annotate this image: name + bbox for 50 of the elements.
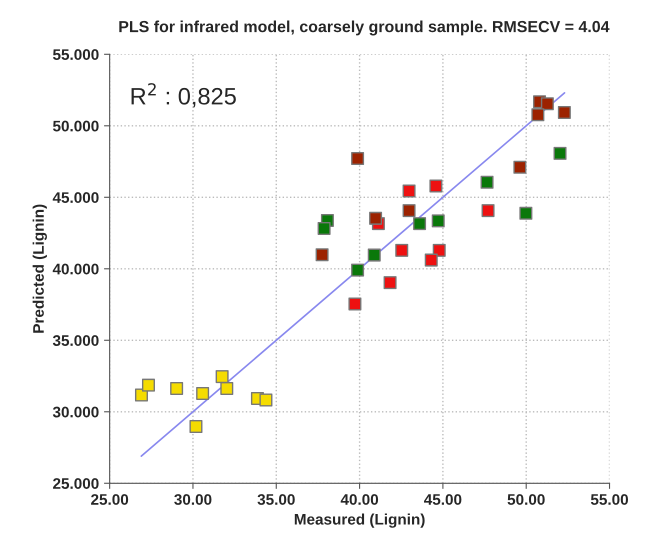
chart-title: PLS for infrared model, coarsely ground sample. RMSECV = 4.04	[119, 20, 610, 36]
x-tick-label: 45.00	[424, 494, 462, 505]
point	[316, 248, 329, 262]
point	[402, 204, 416, 218]
point	[384, 276, 397, 290]
y-tick-label: 50.000	[52, 120, 99, 132]
x-tick-label: 55.00	[590, 494, 628, 505]
x-tick-label: 25.00	[91, 494, 128, 505]
point	[259, 394, 272, 407]
point	[351, 264, 364, 277]
y-tick-label: 30.000	[52, 406, 99, 418]
point	[369, 212, 382, 225]
point	[424, 254, 438, 267]
y-tick-label: 40.000	[52, 264, 99, 274]
point	[558, 106, 571, 119]
point	[554, 146, 567, 160]
point	[395, 244, 408, 257]
y-tick-label: 55.000	[52, 49, 99, 60]
point	[348, 297, 362, 310]
point	[531, 108, 544, 122]
point	[519, 206, 532, 220]
point	[196, 386, 210, 400]
annotation: R$^{2}$ : 0,825	[132, 83, 236, 108]
point	[170, 382, 184, 395]
point	[134, 388, 148, 402]
point	[540, 97, 554, 110]
point	[402, 184, 416, 198]
x-tick-label: 30.00	[174, 494, 212, 505]
point	[220, 382, 234, 395]
point	[432, 244, 446, 257]
x-tick-label: 35.00	[258, 494, 295, 505]
y-tick-label: 45.000	[52, 192, 99, 203]
point	[480, 176, 494, 189]
point	[216, 370, 229, 384]
point	[318, 222, 331, 235]
point	[513, 160, 526, 174]
x-axis-title: Measured (Lignin)	[294, 513, 425, 528]
point	[142, 378, 155, 392]
y-tick-label: 35.000	[52, 335, 99, 346]
y-tick-label: 25.000	[53, 478, 99, 489]
point	[368, 248, 381, 262]
y-axis-title: Predicted (Lignin)	[32, 204, 47, 333]
x-tick-label: 40.00	[340, 494, 378, 505]
x-tick-label: 50.00	[508, 494, 545, 505]
point	[189, 420, 202, 434]
point	[351, 152, 364, 166]
point	[432, 214, 445, 228]
point	[482, 204, 495, 218]
point	[413, 217, 426, 230]
point	[429, 179, 442, 192]
